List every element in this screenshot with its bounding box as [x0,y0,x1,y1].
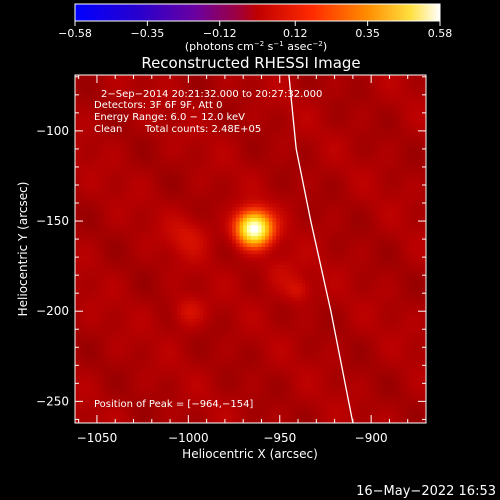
solar-limb-line [288,75,354,423]
plot-frame [74,74,427,424]
x-tick-label: −1000 [168,431,209,445]
colorbar-unit-label: (photons cm−2 s−1 asec−2) [185,40,327,53]
y-axis-label: Heliocentric Y (arcsec) [16,182,30,317]
annotation-detectors: Detectors: 3F 6F 9F, Att 0 [94,100,222,111]
colorbar-tick-label: 0.35 [355,27,380,40]
x-tick-label: −950 [263,431,296,445]
footer-date: 16−May−2022 16:53 [356,484,496,499]
x-axis-label: Heliocentric X (arcsec) [182,447,318,461]
y-tick-label: −250 [36,394,69,408]
x-axis: −1050 −1000 −950 −900 [77,75,427,445]
colorbar-tick-label: 0.58 [428,27,453,40]
x-tick-label: −900 [355,431,388,445]
heatmap-image [75,75,426,423]
colorbar-tick-label: −0.58 [58,27,92,40]
colorbar [74,3,441,22]
chart-title: Reconstructed RHESSI Image [141,54,360,72]
annotation-peak: Position of Peak = [−964,−154] [94,399,253,410]
annotation-counts: Total counts: 2.48E+05 [144,124,261,135]
annotation-energy: Energy Range: 6.0 − 12.0 keV [94,112,245,123]
y-axis: −100 −150 −200 −250 [36,76,426,420]
annotation-clean: Clean [94,124,122,135]
colorbar-tick-label: −0.35 [131,27,165,40]
y-tick-label: −100 [36,124,69,138]
colorbar-tick-label: −0.12 [203,27,237,40]
y-tick-label: −150 [36,214,69,228]
y-tick-label: −200 [36,304,69,318]
colorbar-tick-label: 0.12 [283,27,308,40]
annotation-time: 2−Sep−2014 20:21:32.000 to 20:27:32.000 [101,89,322,100]
x-tick-label: −1050 [77,431,118,445]
colorbar-ticks: −0.58 −0.35 −0.12 0.12 0.35 0.58 [58,21,452,40]
